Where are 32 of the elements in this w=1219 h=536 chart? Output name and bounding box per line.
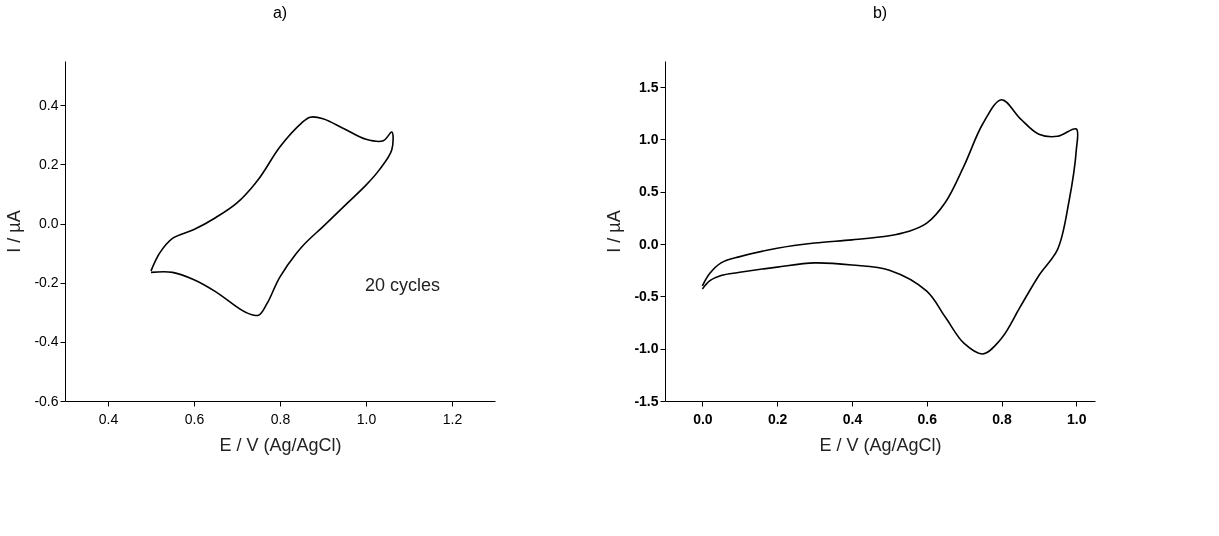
y-tick-label: 0.0 <box>639 235 659 252</box>
y-tick-label: -1.0 <box>634 340 659 357</box>
x-tick-label: 0.0 <box>693 410 713 427</box>
y-tick-label: -0.2 <box>34 274 59 291</box>
y-tick-label: -0.6 <box>34 392 59 409</box>
y-axis-title: I / µA <box>4 210 25 253</box>
line-series <box>701 98 1079 355</box>
y-tick-label: 0.0 <box>39 215 59 232</box>
x-tick-label: 0.4 <box>842 410 863 427</box>
y-tick-label: 0.4 <box>39 96 59 113</box>
y-tick-label: -1.5 <box>634 392 659 409</box>
x-tick-label: 0.4 <box>98 410 119 427</box>
x-tick-label: 0.6 <box>917 410 938 427</box>
y-tick-label: 1.5 <box>639 78 659 95</box>
x-tick-label: 0.6 <box>184 410 205 427</box>
y-tick-label: -0.4 <box>34 333 59 350</box>
y-tick-label: -0.5 <box>634 287 659 304</box>
y-axis-title: I / µA <box>604 210 625 253</box>
y-tick-label: 0.5 <box>639 183 659 200</box>
x-axis-title: E / V (Ag/AgCl) <box>819 434 942 455</box>
x-tick-label: 0.8 <box>270 410 291 427</box>
x-tick-label: 1.0 <box>356 410 377 427</box>
x-tick-label: 0.8 <box>992 410 1012 427</box>
x-tick-label: 0.2 <box>767 410 788 427</box>
y-tick-label: 0.2 <box>39 155 59 172</box>
x-axis-title: E / V (Ag/AgCl) <box>219 434 342 455</box>
chart-title: b) <box>872 4 888 21</box>
x-tick-label: 1.2 <box>442 410 463 427</box>
y-tick-label: 1.0 <box>639 130 659 147</box>
chart-title: a) <box>272 4 288 21</box>
annotation: 20 cycles <box>365 275 441 295</box>
x-tick-label: 1.0 <box>1067 410 1087 427</box>
